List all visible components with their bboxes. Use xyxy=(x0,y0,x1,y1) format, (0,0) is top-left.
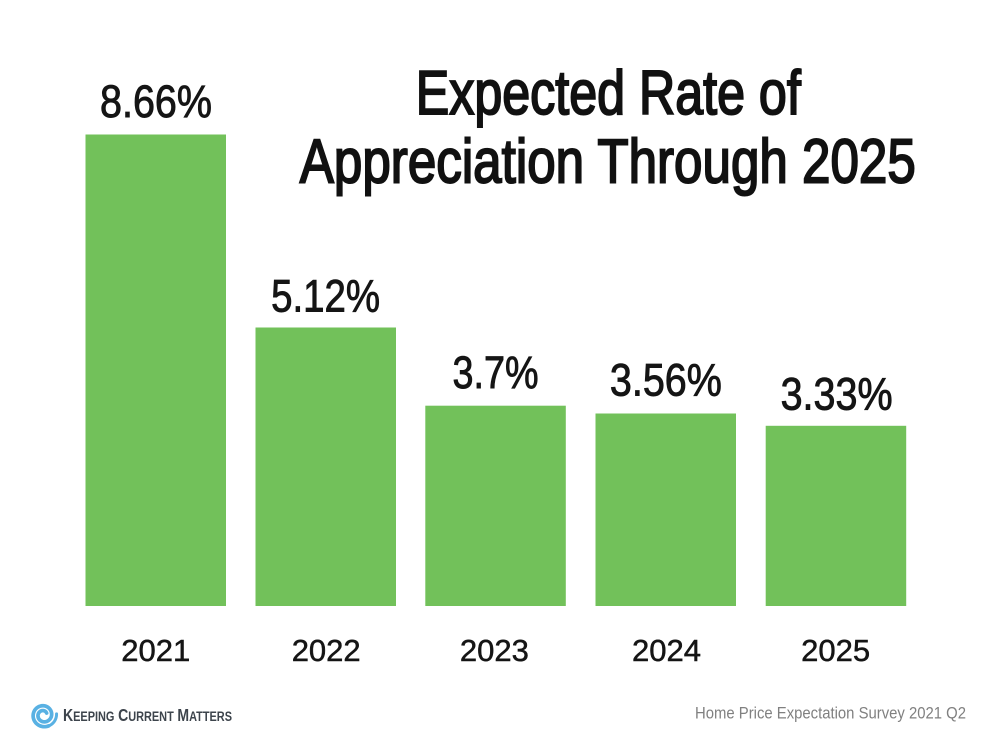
svg-text:2024: 2024 xyxy=(632,633,701,668)
svg-text:Expected Rate of: Expected Rate of xyxy=(416,59,802,128)
svg-text:Appreciation Through 2025: Appreciation Through 2025 xyxy=(300,128,916,197)
svg-text:3.7%: 3.7% xyxy=(453,347,539,398)
svg-text:2023: 2023 xyxy=(460,633,529,668)
svg-text:Home Price Expectation Survey: Home Price Expectation Survey 2021 Q2 xyxy=(695,705,966,723)
svg-text:2022: 2022 xyxy=(292,633,361,668)
svg-text:8.66%: 8.66% xyxy=(100,76,212,127)
svg-text:KEEPING CURRENT MATTERS: KEEPING CURRENT MATTERS xyxy=(63,705,232,725)
svg-text:5.12%: 5.12% xyxy=(271,271,380,322)
svg-text:2025: 2025 xyxy=(801,633,870,668)
svg-text:3.33%: 3.33% xyxy=(781,368,893,419)
svg-text:3.56%: 3.56% xyxy=(610,355,722,406)
svg-text:2021: 2021 xyxy=(121,633,190,668)
